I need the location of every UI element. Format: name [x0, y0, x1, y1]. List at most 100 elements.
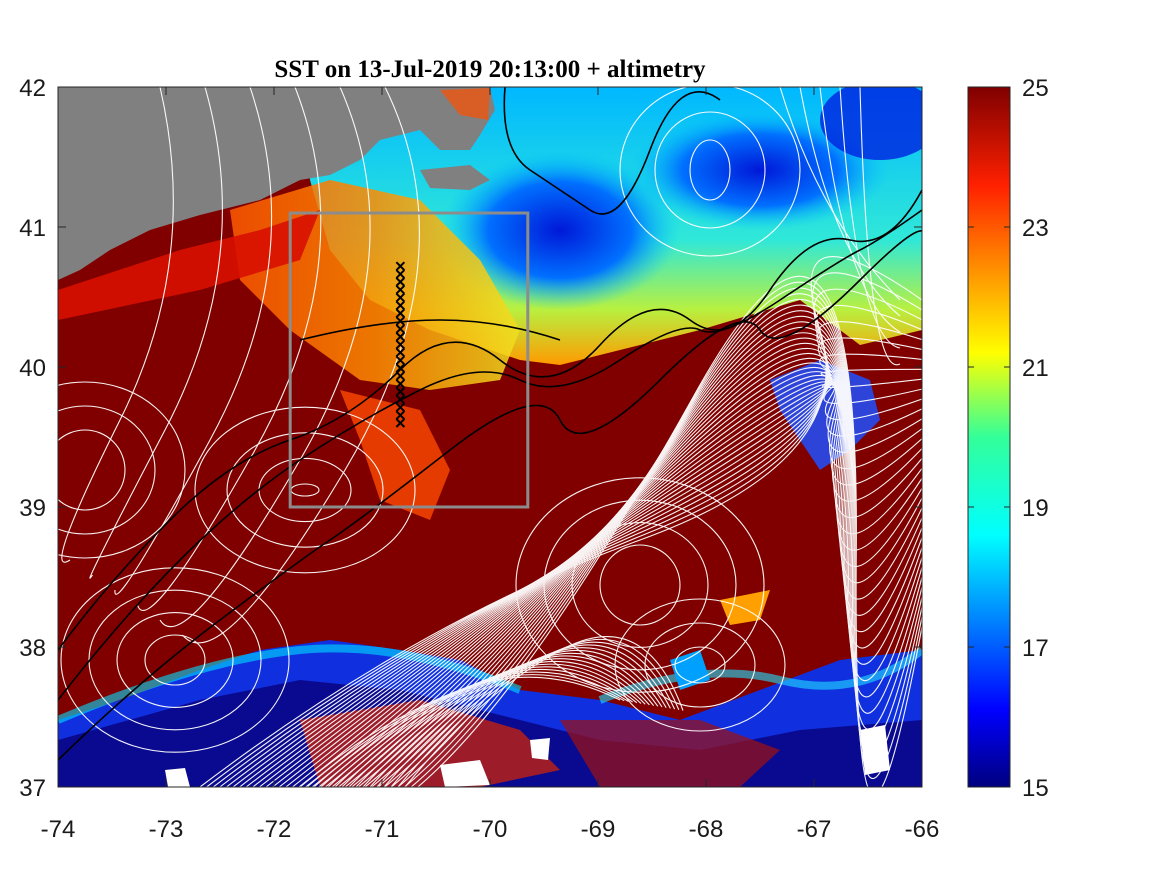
station-marker [395, 277, 406, 287]
altimetry-contour [779, 87, 901, 301]
colorbar [967, 86, 1011, 788]
altimetry-contour [384, 304, 922, 787]
altimetry-contour [383, 644, 671, 787]
altimetry-contour [245, 368, 922, 787]
station-marker [395, 261, 406, 271]
altimetry-contour [226, 321, 922, 787]
station-markers [395, 261, 406, 428]
altimetry-contour [364, 321, 922, 787]
sst-field [58, 87, 922, 787]
altimetry-contour [859, 87, 901, 366]
x-tick-label: -67 [797, 816, 832, 843]
missing-data [530, 738, 550, 760]
altimetry-contour [390, 641, 676, 787]
chart-title: SST on 13-Jul-2019 20:13:00 + altimetry [274, 56, 706, 83]
warm-streamer [340, 390, 450, 520]
altimetry-contour [116, 612, 234, 708]
altimetry-contour [619, 87, 801, 257]
altimetry-contour [206, 272, 922, 787]
station-marker [395, 410, 406, 420]
study-box [288, 211, 530, 509]
missing-data [165, 768, 190, 787]
colorbar-tick-label: 19 [1022, 495, 1049, 522]
altimetry-contour [89, 87, 223, 579]
x-tick-label: -70 [473, 816, 508, 843]
station-marker [395, 371, 406, 381]
altimetry-contour [599, 544, 681, 626]
altimetry-contour [199, 255, 922, 787]
altimetry-contour [259, 384, 922, 787]
cold-pool [820, 87, 922, 160]
station-marker [395, 379, 406, 389]
altimetry-contour [285, 378, 922, 787]
cold-pool [630, 110, 890, 230]
coastal-water [58, 210, 320, 320]
colorbar-tick-label: 25 [1022, 75, 1049, 102]
altimetry-contour [114, 87, 273, 595]
altimetry-contour [58, 405, 156, 535]
altimetry-contour [61, 87, 174, 563]
altimetry-contour [654, 111, 766, 229]
station-marker [395, 355, 406, 365]
y-tick-label: 42 [19, 75, 46, 102]
station-marker [395, 363, 406, 373]
station-marker [395, 339, 406, 350]
x-tick-label: -74 [41, 816, 76, 843]
altimetry-contour [144, 634, 206, 686]
missing-data [440, 760, 490, 787]
y-tick-label: 37 [19, 775, 46, 802]
altimetry-contour [674, 646, 726, 684]
altimetry-contour [839, 87, 901, 349]
y-axis: 37 38 39 40 41 42 [19, 75, 922, 802]
altimetry-contour [159, 87, 371, 628]
x-tick-label: -68 [689, 816, 724, 843]
station-marker [395, 386, 406, 397]
altimetry-contour [404, 287, 922, 787]
altimetry-contour [410, 281, 922, 787]
altimetry-contour [371, 315, 922, 787]
island [420, 165, 490, 190]
altimetry-contour [60, 567, 290, 753]
station-marker [395, 316, 406, 326]
station-marker [395, 324, 406, 334]
altimetry-contour [136, 87, 322, 611]
x-tick-label: -69 [581, 816, 616, 843]
station-marker [395, 418, 406, 428]
altimetry-contours [58, 87, 922, 787]
altimetry-contour [58, 429, 126, 511]
x-tick-label: -66 [905, 816, 940, 843]
altimetry-contour [799, 87, 901, 317]
y-tick-label: 40 [19, 355, 46, 382]
altimetry-contour [417, 275, 922, 787]
bathymetry-contours [58, 87, 922, 761]
station-marker [395, 292, 406, 303]
y-tick-label: 41 [19, 215, 46, 242]
x-tick-label: -73 [149, 816, 184, 843]
station-marker [395, 269, 406, 279]
altimetry-contour [272, 383, 922, 787]
altimetry-contour [404, 636, 684, 787]
altimetry-contour [376, 647, 667, 787]
altimetry-contour [644, 622, 756, 708]
altimetry-contour [377, 310, 922, 787]
x-tick-label: -72 [257, 816, 292, 843]
station-marker [395, 300, 406, 311]
altimetry-contour [226, 432, 384, 548]
station-marker [395, 394, 406, 405]
altimetry-contour [239, 353, 922, 787]
altimetry-contour [391, 298, 922, 787]
x-axis: -74 -73 -72 -71 -70 -69 -68 -67 -66 [41, 87, 940, 843]
gulf-stream-front [598, 646, 922, 704]
altimetry-contour [689, 139, 731, 201]
station-marker [395, 332, 406, 342]
colorbar-axis: 15 17 19 21 23 25 [968, 75, 1049, 802]
altimetry-contour [515, 477, 765, 693]
altimetry-contour [58, 381, 186, 559]
bay-water [440, 88, 490, 120]
missing-data [860, 725, 890, 775]
gulf-stream-front [58, 644, 522, 724]
station-marker [395, 285, 406, 295]
station-marker [395, 308, 406, 318]
cold-patch [670, 650, 710, 690]
